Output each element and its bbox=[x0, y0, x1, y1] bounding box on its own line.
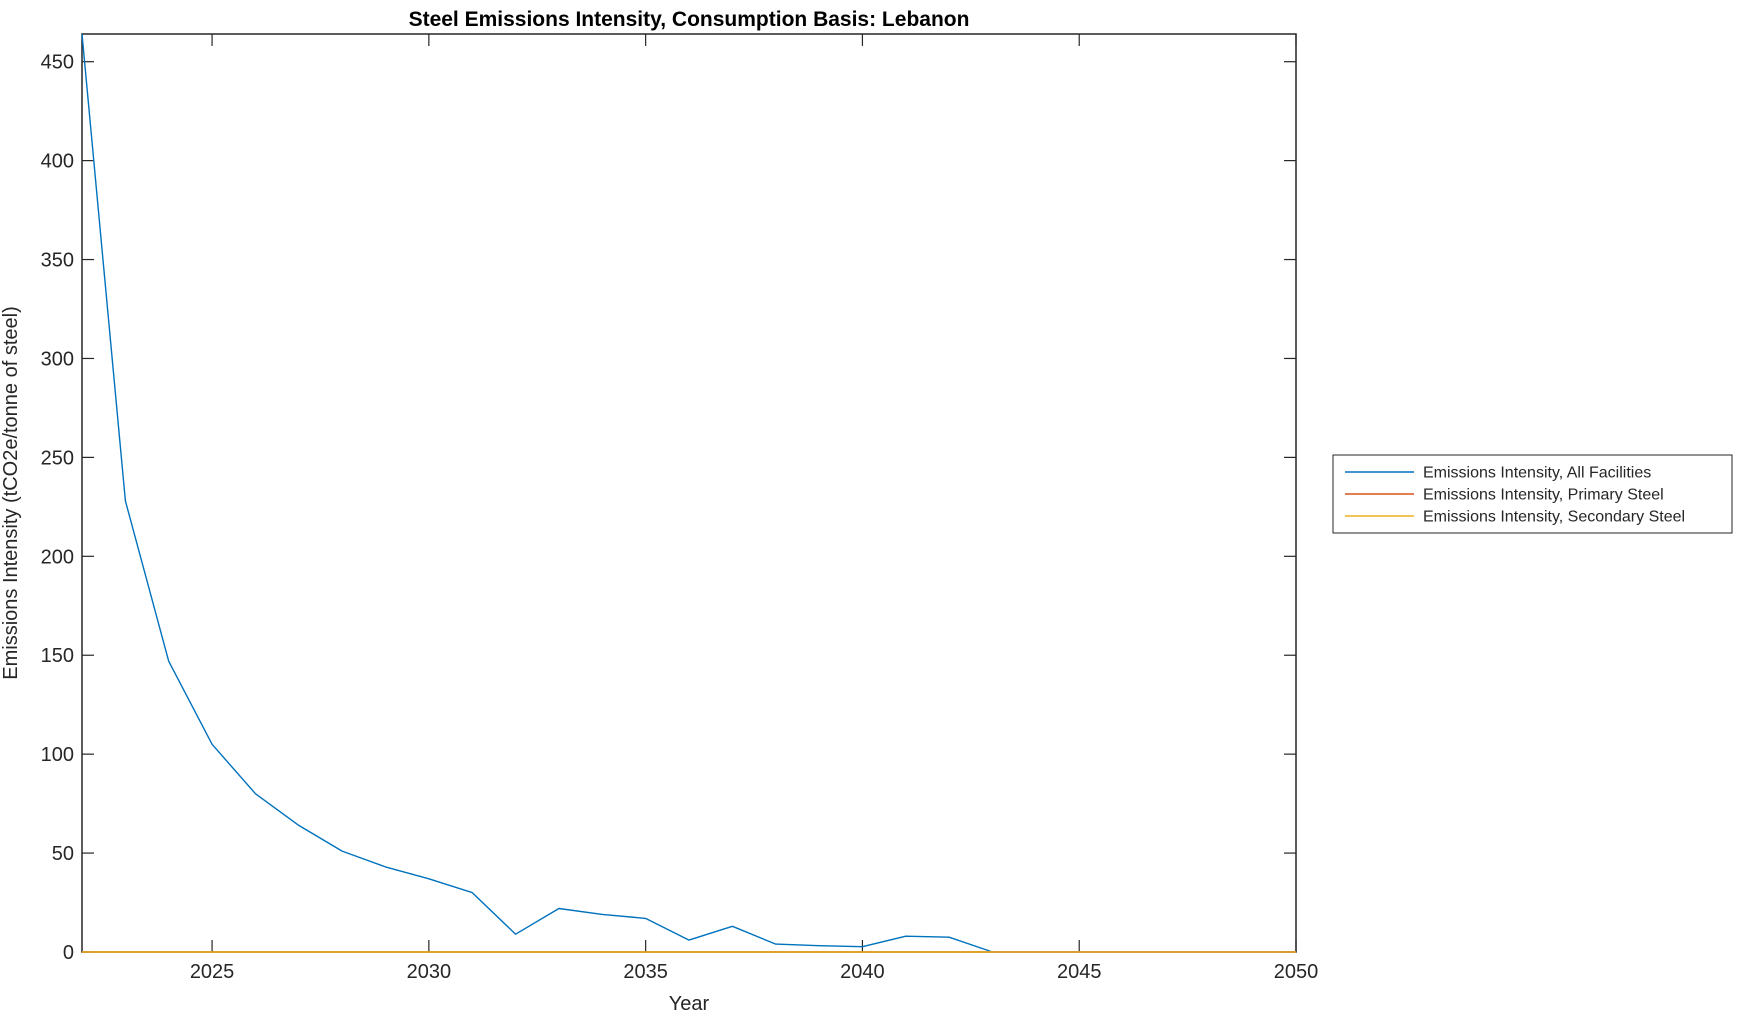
x-tick-label: 2040 bbox=[840, 961, 885, 983]
chart-title: Steel Emissions Intensity, Consumption B… bbox=[409, 8, 970, 31]
y-tick-label: 400 bbox=[41, 151, 74, 173]
legend-item: Emissions Intensity, Secondary Steel bbox=[1345, 509, 1685, 526]
x-tick-label: 2035 bbox=[623, 961, 668, 983]
legend-label-all-facilities: Emissions Intensity, All Facilities bbox=[1423, 465, 1651, 482]
x-tick-label: 2030 bbox=[407, 961, 452, 983]
y-tick-label: 50 bbox=[52, 843, 74, 865]
legend-item: Emissions Intensity, Primary Steel bbox=[1345, 487, 1664, 504]
plot-area bbox=[81, 33, 1297, 953]
y-tick-label: 350 bbox=[41, 250, 74, 272]
legend-label-primary-steel: Emissions Intensity, Primary Steel bbox=[1423, 487, 1664, 504]
x-axis-label: Year bbox=[669, 993, 710, 1015]
x-tick-label: 2045 bbox=[1057, 961, 1102, 983]
series-line-0 bbox=[81, 33, 1296, 953]
legend: Emissions Intensity, All Facilities Emis… bbox=[1332, 454, 1733, 534]
legend-label-secondary-steel: Emissions Intensity, Secondary Steel bbox=[1423, 509, 1685, 526]
y-tick-label: 150 bbox=[41, 645, 74, 667]
axis-tick-labels: 2025 2030 2035 2040 2045 2050 0 50 100 150 200 250 3… bbox=[41, 52, 1319, 983]
y-tick-label: 0 bbox=[63, 942, 74, 964]
axis-ticks bbox=[82, 34, 1297, 953]
y-tick-label: 100 bbox=[41, 744, 74, 766]
series-lines bbox=[81, 33, 1296, 953]
y-tick-label: 250 bbox=[41, 447, 74, 469]
legend-item: Emissions Intensity, All Facilities bbox=[1345, 465, 1651, 482]
x-tick-label: 2025 bbox=[190, 961, 235, 983]
x-tick-label: 2050 bbox=[1274, 961, 1319, 983]
y-axis-label: Emissions Intensity (tCO2e/tonne of stee… bbox=[0, 306, 22, 680]
y-tick-label: 300 bbox=[41, 348, 74, 370]
y-tick-label: 450 bbox=[41, 52, 74, 74]
y-tick-label: 200 bbox=[41, 546, 74, 568]
